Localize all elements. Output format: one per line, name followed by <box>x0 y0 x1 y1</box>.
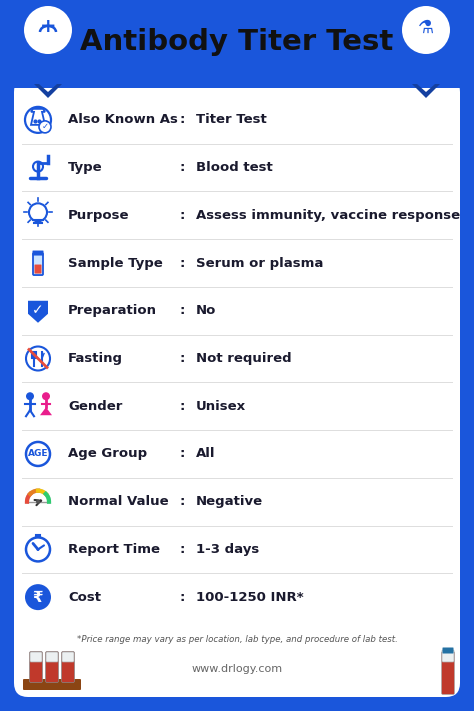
FancyBboxPatch shape <box>46 652 58 662</box>
Text: Gender: Gender <box>68 400 122 412</box>
Text: :: : <box>179 591 185 604</box>
Circle shape <box>25 584 51 610</box>
FancyBboxPatch shape <box>62 651 74 683</box>
FancyBboxPatch shape <box>441 651 455 695</box>
FancyBboxPatch shape <box>33 250 44 255</box>
Text: No: No <box>196 304 216 317</box>
Text: Fasting: Fasting <box>68 352 123 365</box>
Text: Assess immunity, vaccine response: Assess immunity, vaccine response <box>196 209 460 222</box>
Text: :: : <box>179 257 185 269</box>
Text: Cost: Cost <box>68 591 101 604</box>
Text: :: : <box>179 161 185 174</box>
Text: Blood test: Blood test <box>196 161 273 174</box>
Text: AGE: AGE <box>28 449 48 459</box>
Text: Purpose: Purpose <box>68 209 129 222</box>
Text: 100-1250 INR*: 100-1250 INR* <box>196 591 304 604</box>
Circle shape <box>42 392 50 400</box>
FancyBboxPatch shape <box>23 679 81 690</box>
Text: :: : <box>179 495 185 508</box>
Text: Sample Type: Sample Type <box>68 257 163 269</box>
Text: 1-3 days: 1-3 days <box>196 543 259 556</box>
Circle shape <box>26 392 34 400</box>
Text: Report Time: Report Time <box>68 543 160 556</box>
Polygon shape <box>28 301 48 323</box>
Text: Normal Value: Normal Value <box>68 495 169 508</box>
Text: :: : <box>179 113 185 127</box>
Circle shape <box>36 500 40 503</box>
Polygon shape <box>40 407 52 415</box>
Text: Also Known As: Also Known As <box>68 113 178 127</box>
Text: Serum or plasma: Serum or plasma <box>196 257 323 269</box>
Text: *Price range may vary as per location, lab type, and procedure of lab test.: *Price range may vary as per location, l… <box>77 634 397 643</box>
FancyBboxPatch shape <box>443 648 454 653</box>
FancyBboxPatch shape <box>14 78 460 697</box>
Text: Drlogy: Drlogy <box>34 40 62 48</box>
FancyBboxPatch shape <box>46 651 58 683</box>
Text: All: All <box>196 447 216 461</box>
FancyBboxPatch shape <box>35 264 42 274</box>
Text: ⚗: ⚗ <box>418 19 434 37</box>
Text: Test: Test <box>417 40 435 48</box>
Text: Titer Test: Titer Test <box>196 113 267 127</box>
Polygon shape <box>34 84 62 98</box>
FancyBboxPatch shape <box>62 652 74 662</box>
Text: ✓: ✓ <box>32 303 44 317</box>
Text: Not required: Not required <box>196 352 292 365</box>
Circle shape <box>39 121 51 133</box>
Text: Antibody Titer Test: Antibody Titer Test <box>81 28 393 56</box>
Text: :: : <box>179 209 185 222</box>
Text: :: : <box>179 543 185 556</box>
Text: :: : <box>179 400 185 412</box>
Text: :: : <box>179 447 185 461</box>
Text: www.drlogy.com: www.drlogy.com <box>191 664 283 674</box>
Text: Negative: Negative <box>196 495 263 508</box>
Text: :: : <box>179 352 185 365</box>
FancyBboxPatch shape <box>30 652 42 662</box>
Text: ✓: ✓ <box>42 122 48 132</box>
Polygon shape <box>412 84 440 98</box>
FancyBboxPatch shape <box>442 650 454 662</box>
Text: +: + <box>40 18 56 36</box>
Text: :: : <box>179 304 185 317</box>
Circle shape <box>36 548 39 551</box>
Text: Type: Type <box>68 161 103 174</box>
Text: Preparation: Preparation <box>68 304 157 317</box>
FancyBboxPatch shape <box>33 253 43 275</box>
FancyBboxPatch shape <box>14 0 460 88</box>
Bar <box>14 74 460 88</box>
Circle shape <box>402 6 450 54</box>
Text: ₹: ₹ <box>33 589 43 604</box>
Text: Age Group: Age Group <box>68 447 147 461</box>
Text: Unisex: Unisex <box>196 400 246 412</box>
FancyBboxPatch shape <box>29 651 43 683</box>
Circle shape <box>24 6 72 54</box>
